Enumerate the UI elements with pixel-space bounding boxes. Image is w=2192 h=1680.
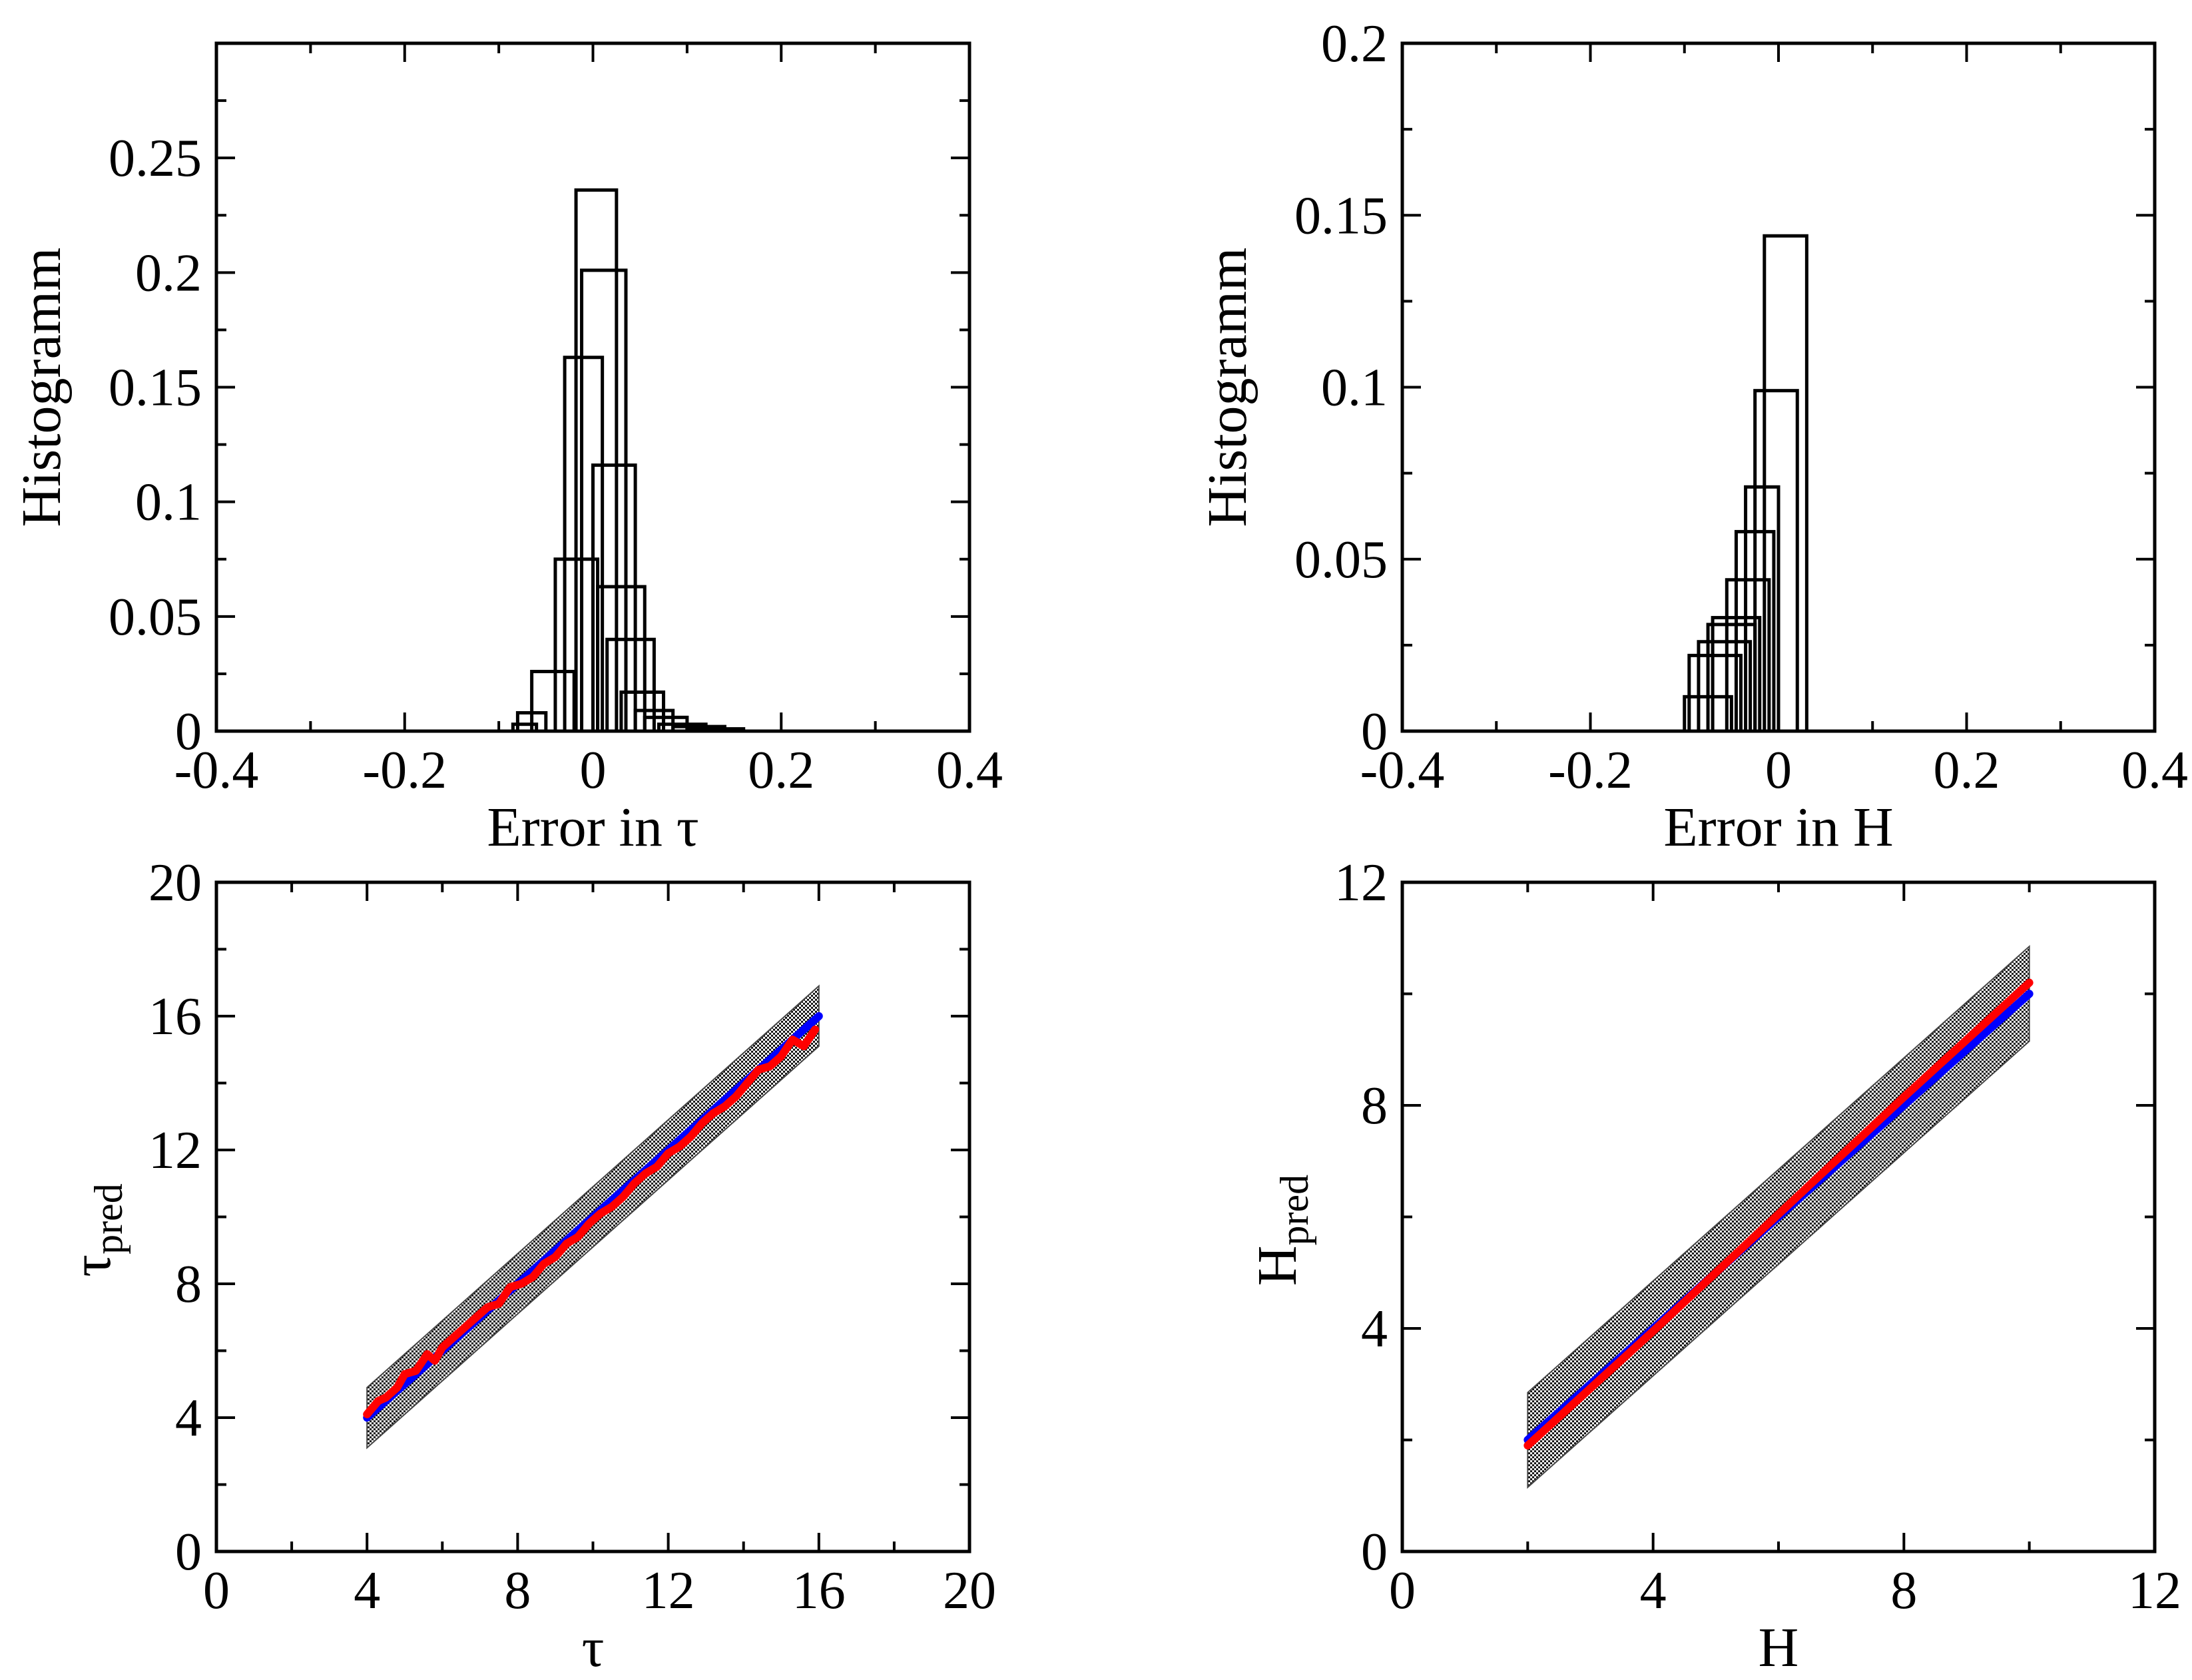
y-tick-label: 0 <box>1361 702 1388 761</box>
y-axis-label: Hpred <box>1246 1175 1316 1286</box>
y-axis-label: Histogramm <box>11 248 73 527</box>
y-tick-label: 0.2 <box>1321 15 1388 73</box>
prediction-line <box>363 1025 820 1418</box>
x-tick-label: 0.4 <box>2121 741 2188 800</box>
y-tick-label: 8 <box>1361 1077 1388 1135</box>
y-tick-label: 8 <box>175 1255 202 1314</box>
h-prediction-panel: 0 4 8 12 0 4 8 12 H Hpred <box>1246 854 2181 1679</box>
x-tick-label: -0.4 <box>174 741 259 800</box>
y-tick-label: 0 <box>175 702 202 761</box>
y-tick-label: 0.2 <box>135 244 202 302</box>
y-tick-label: 0 <box>1361 1523 1388 1581</box>
x-tick-label: -0.4 <box>1360 741 1445 800</box>
x-tick-label: -0.2 <box>1548 741 1633 800</box>
h-error-histogram-panel: -0.4 -0.2 0 0.2 0.4 0 0.05 0.1 0.15 0.2 Error in H… <box>1197 15 2188 858</box>
x-tick-label: 0 <box>203 1561 230 1620</box>
x-tick-label: 0.2 <box>1934 741 2000 800</box>
x-axis-label: τ <box>582 1617 605 1679</box>
prediction-line <box>1523 978 2034 1450</box>
histogram-bar <box>530 669 576 733</box>
y-tick-label: 0 <box>175 1523 202 1581</box>
y-tick-label: 0.15 <box>109 359 202 418</box>
y-tick-label: 0.1 <box>135 473 202 532</box>
x-axis-label: H <box>1759 1617 1799 1679</box>
y-tick-label: 4 <box>1361 1300 1388 1358</box>
y-axis-label: τpred <box>61 1183 131 1276</box>
y-axis-label: Histogramm <box>1197 248 1258 527</box>
x-tick-label: 20 <box>943 1561 996 1620</box>
x-tick-label: 0 <box>1389 1561 1416 1620</box>
y-tick-label: 0.05 <box>109 588 202 647</box>
y-tick-label: 0.15 <box>1294 186 1388 245</box>
x-tick-label: 0 <box>580 741 607 800</box>
y-tick-label: 4 <box>175 1389 202 1448</box>
x-tick-label: -0.2 <box>362 741 447 800</box>
tau-prediction-panel: 0 4 8 12 16 20 0 4 8 12 16 20 τ τpred <box>61 854 996 1679</box>
x-axis-label: Error in H <box>1663 796 1893 858</box>
y-tick-label: 12 <box>148 1121 202 1180</box>
x-tick-label: 16 <box>792 1561 846 1620</box>
x-tick-label: 0 <box>1765 741 1792 800</box>
tau-error-histogram-panel: -0.4 -0.2 0 0.2 0.4 0 0.05 0.1 0.15 0.2 0.25 Error … <box>11 41 1003 858</box>
y-tick-label: 0.05 <box>1294 531 1388 589</box>
x-tick-label: 12 <box>642 1561 695 1620</box>
y-tick-label: 0.1 <box>1321 359 1388 418</box>
x-tick-label: 4 <box>354 1561 380 1620</box>
x-tick-label: 8 <box>504 1561 531 1620</box>
x-tick-label: 8 <box>1890 1561 1917 1620</box>
y-tick-label: 20 <box>148 854 202 912</box>
x-axis-label: Error in τ <box>487 796 698 858</box>
y-tick-label: 16 <box>148 987 202 1046</box>
x-tick-label: 0.4 <box>936 741 1003 800</box>
x-tick-label: 4 <box>1640 1561 1667 1620</box>
x-tick-label: 0.2 <box>748 741 814 800</box>
x-tick-label: 12 <box>2128 1561 2181 1620</box>
y-tick-label: 0.25 <box>109 129 202 188</box>
y-tick-label: 12 <box>1334 854 1388 912</box>
